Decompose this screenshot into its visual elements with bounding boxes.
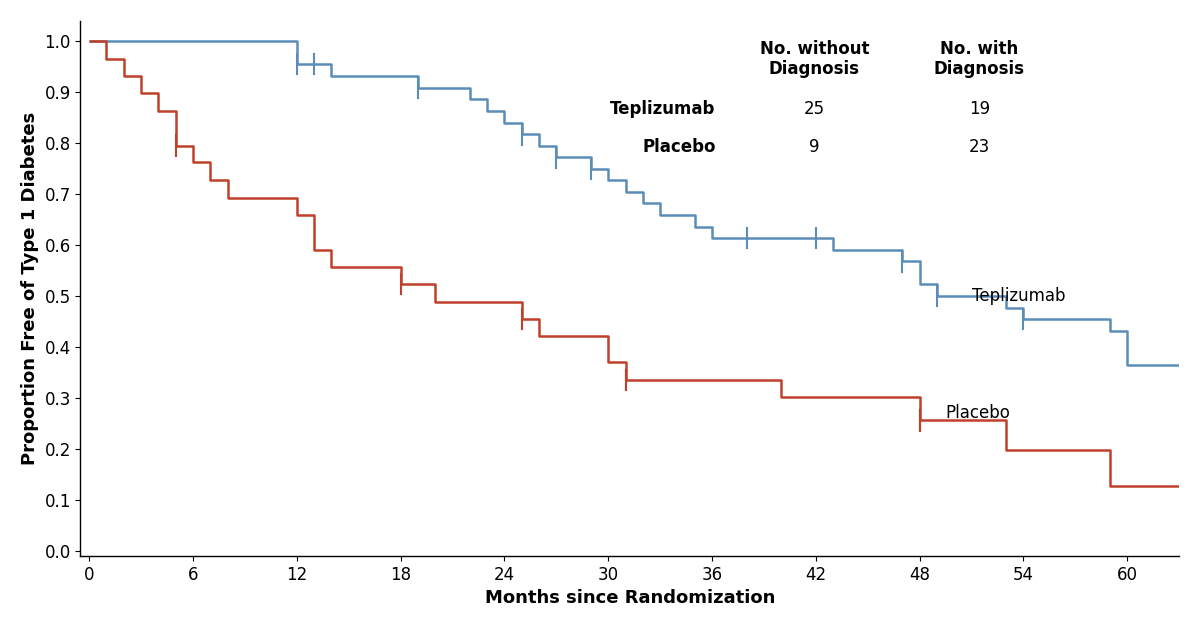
Text: Placebo: Placebo	[946, 404, 1010, 422]
Y-axis label: Proportion Free of Type 1 Diabetes: Proportion Free of Type 1 Diabetes	[20, 112, 38, 465]
Text: Placebo: Placebo	[642, 138, 715, 156]
Text: 19: 19	[968, 100, 990, 118]
X-axis label: Months since Randomization: Months since Randomization	[485, 589, 775, 607]
Text: 23: 23	[968, 138, 990, 156]
Text: No. with
Diagnosis: No. with Diagnosis	[934, 40, 1025, 78]
Text: 9: 9	[809, 138, 820, 156]
Text: Teplizumab: Teplizumab	[610, 100, 715, 118]
Text: No. without
Diagnosis: No. without Diagnosis	[760, 40, 869, 78]
Text: 25: 25	[804, 100, 824, 118]
Text: Teplizumab: Teplizumab	[972, 287, 1066, 305]
